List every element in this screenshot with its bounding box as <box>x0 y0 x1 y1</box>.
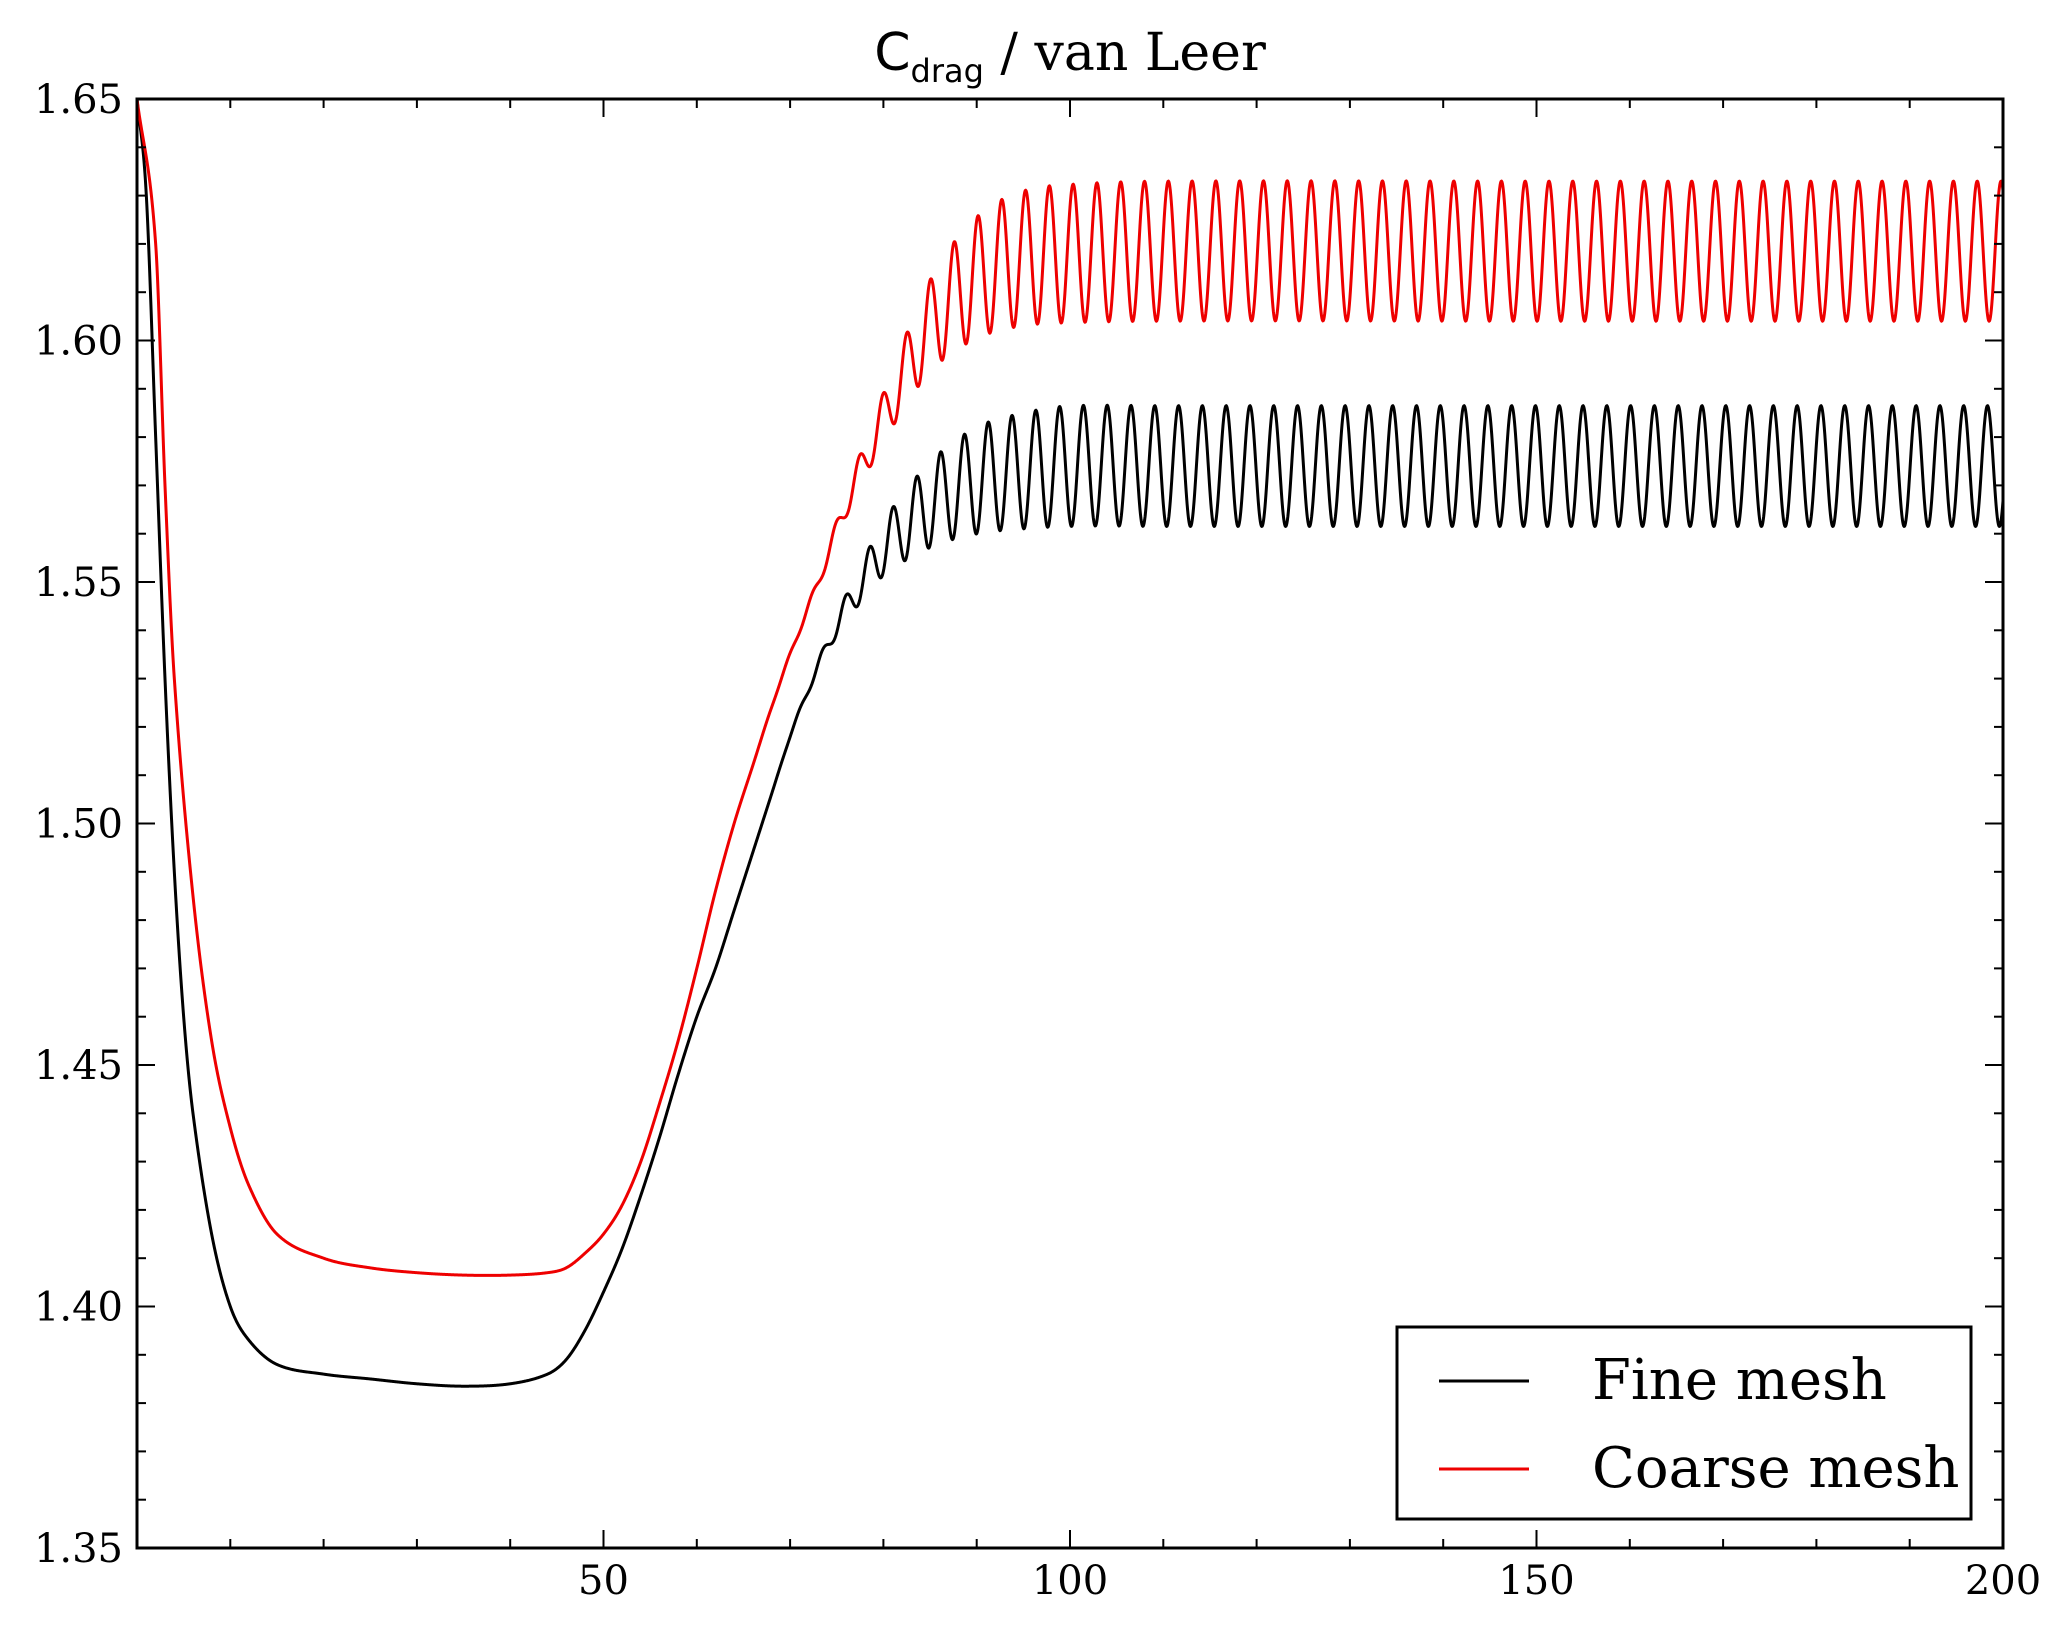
legend-label: Coarse mesh <box>1592 1436 1959 1501</box>
y-tick-label: 1.55 <box>34 560 123 606</box>
x-tick-label: 150 <box>1498 1558 1574 1604</box>
y-tick-label: 1.45 <box>34 1043 123 1089</box>
series-line-fine-mesh <box>137 99 2003 1388</box>
y-tick-label: 1.35 <box>34 1526 123 1572</box>
y-tick-label: 1.60 <box>34 319 123 365</box>
legend-label: Fine mesh <box>1592 1348 1887 1413</box>
legend: Fine mesh Coarse mesh <box>1395 1325 1973 1521</box>
title-symbol: C <box>874 23 910 83</box>
legend-box <box>1395 1325 1973 1521</box>
y-tick-label: 1.50 <box>34 802 123 848</box>
x-tick-label: 200 <box>1965 1558 2041 1604</box>
x-tick-label: 50 <box>578 1558 629 1604</box>
x-tick-label: 100 <box>1032 1558 1108 1604</box>
series-line-coarse-mesh <box>137 99 2003 1277</box>
y-tick-label: 1.40 <box>34 1285 123 1331</box>
axis-ticks: 50 100 150 200 1.35 1.40 1.45 1.50 1.55 1.60 1.65 <box>34 77 2041 1604</box>
title-suffix: / van Leer <box>984 23 1266 83</box>
chart-title: Cdrag / van Leer <box>874 23 1266 90</box>
title-subscript: drag <box>911 52 984 90</box>
y-tick-label: 1.65 <box>34 77 123 123</box>
series-layer <box>137 99 2003 1388</box>
chart-title-text: Cdrag / van Leer <box>874 23 1266 90</box>
